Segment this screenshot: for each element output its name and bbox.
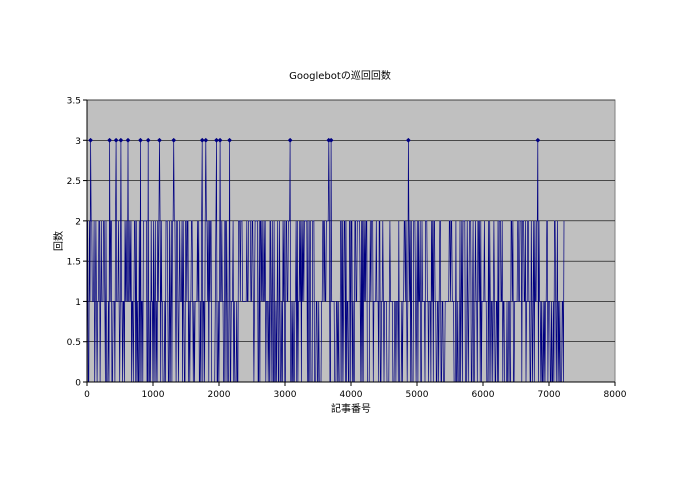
- x-tick-label: 7000: [538, 390, 561, 400]
- data-point: [171, 137, 177, 143]
- x-axis-ticks: 0 1000 2000 3000 4000 5000 6000 7000 8000: [84, 382, 627, 400]
- x-tick-label: 2000: [208, 390, 231, 400]
- y-tick-label: 1.5: [67, 258, 81, 268]
- x-tick-label: 0: [84, 390, 90, 400]
- data-point: [107, 137, 112, 143]
- y-tick-label: 2: [75, 217, 81, 227]
- data-series: [86, 137, 565, 383]
- x-axis-label: 記事番号: [331, 402, 371, 415]
- data-point: [199, 137, 205, 143]
- y-tick-label: 1: [75, 298, 81, 308]
- data-point: [125, 137, 131, 143]
- x-tick-label: 6000: [472, 390, 495, 400]
- y-tick-label: 0: [75, 379, 81, 389]
- data-point: [535, 137, 541, 143]
- y-axis-ticks: 0 0.5 1 1.5 2 2.5 3 3.5: [67, 97, 87, 389]
- x-tick-label: 1000: [142, 390, 165, 400]
- y-tick-label: 2.5: [67, 177, 81, 187]
- x-tick-label: 4000: [340, 390, 363, 400]
- y-axis-label: 回数: [52, 231, 65, 251]
- series-line: [86, 140, 565, 383]
- data-point: [113, 137, 119, 143]
- y-tick-label: 0.5: [67, 338, 81, 348]
- data-point: [227, 137, 232, 143]
- data-point: [88, 137, 93, 143]
- x-tick-label: 3000: [274, 390, 297, 400]
- data-point: [118, 137, 124, 143]
- chart-title: Googlebotの巡回回数: [289, 69, 391, 82]
- x-tick-label: 8000: [604, 390, 627, 400]
- data-point: [287, 137, 293, 143]
- y-tick-label: 3.5: [67, 97, 81, 107]
- y-tick-label: 3: [75, 137, 81, 147]
- data-point: [157, 137, 162, 143]
- data-point: [145, 137, 151, 143]
- data-point: [203, 137, 209, 143]
- data-point: [328, 137, 334, 143]
- data-point: [405, 137, 411, 143]
- data-point: [217, 137, 223, 143]
- x-tick-label: 5000: [406, 390, 429, 400]
- data-point: [138, 137, 143, 143]
- data-point: [214, 137, 219, 143]
